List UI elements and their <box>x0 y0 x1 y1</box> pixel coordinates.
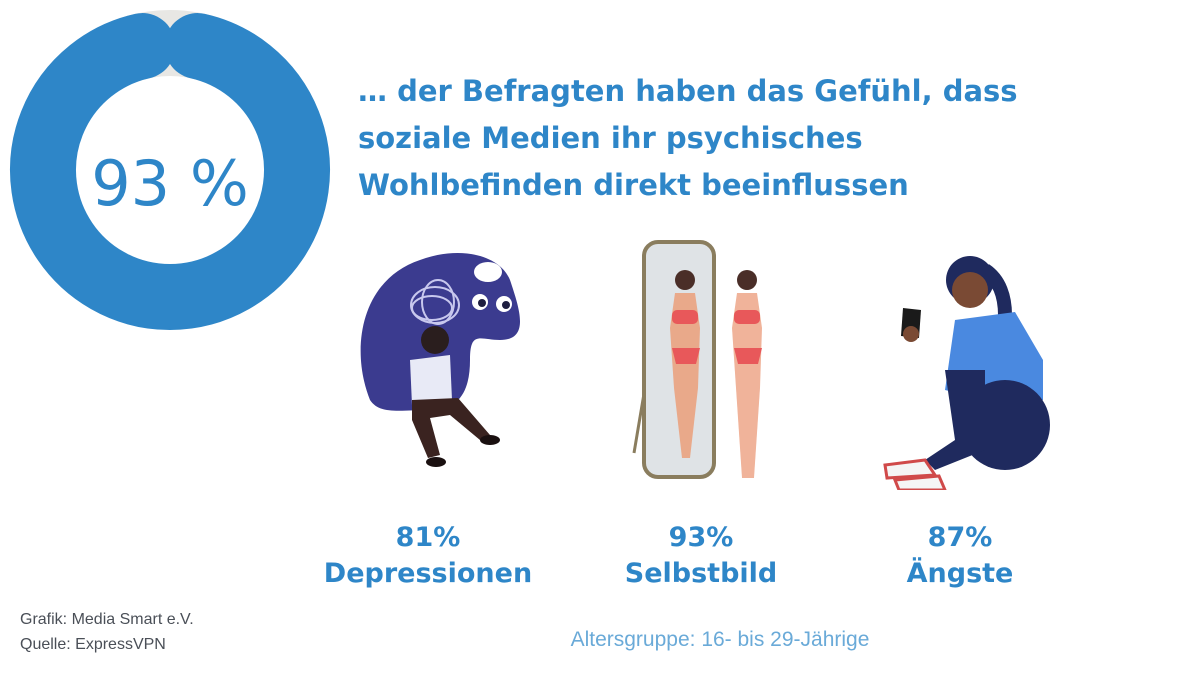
headline-line-2: soziale Medien ihr psychisches <box>358 121 863 155</box>
stat-value: 93% <box>668 522 734 553</box>
credit-quelle: Quelle: ExpressVPN <box>20 636 166 653</box>
donut-chart: 93 % <box>10 10 330 330</box>
footnote: Altersgruppe: 16- bis 29-Jährige <box>570 628 870 651</box>
donut-value-label: 93 % <box>91 147 249 220</box>
donut-slice-main <box>10 13 330 330</box>
headline: … der Befragten haben das Gefühl, dass s… <box>358 68 1078 209</box>
stat-aengste: 87% Ängste <box>810 521 1110 593</box>
credit-grafik: Grafik: Media Smart e.V. <box>20 611 194 628</box>
self-image-mirror-illustration <box>632 240 762 479</box>
stat-label: Ängste <box>906 558 1014 589</box>
stat-selbstbild: 93% Selbstbild <box>551 521 851 593</box>
stat-label: Selbstbild <box>624 558 778 589</box>
stat-value: 81% <box>395 522 461 553</box>
stat-value: 87% <box>927 522 993 553</box>
headline-line-3: Wohlbefinden direkt beeinflussen <box>358 168 909 202</box>
depression-illustration <box>360 252 520 467</box>
stat-depressionen: 81% Depressionen <box>278 521 578 593</box>
stat-label: Depressionen <box>323 558 533 589</box>
headline-line-1: … der Befragten haben das Gefühl, dass <box>358 74 1018 108</box>
anxiety-illustration <box>883 256 1050 490</box>
credits: Grafik: Media Smart e.V. Quelle: Express… <box>20 607 194 657</box>
